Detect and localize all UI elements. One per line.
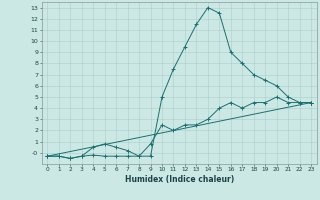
X-axis label: Humidex (Indice chaleur): Humidex (Indice chaleur) xyxy=(124,175,234,184)
